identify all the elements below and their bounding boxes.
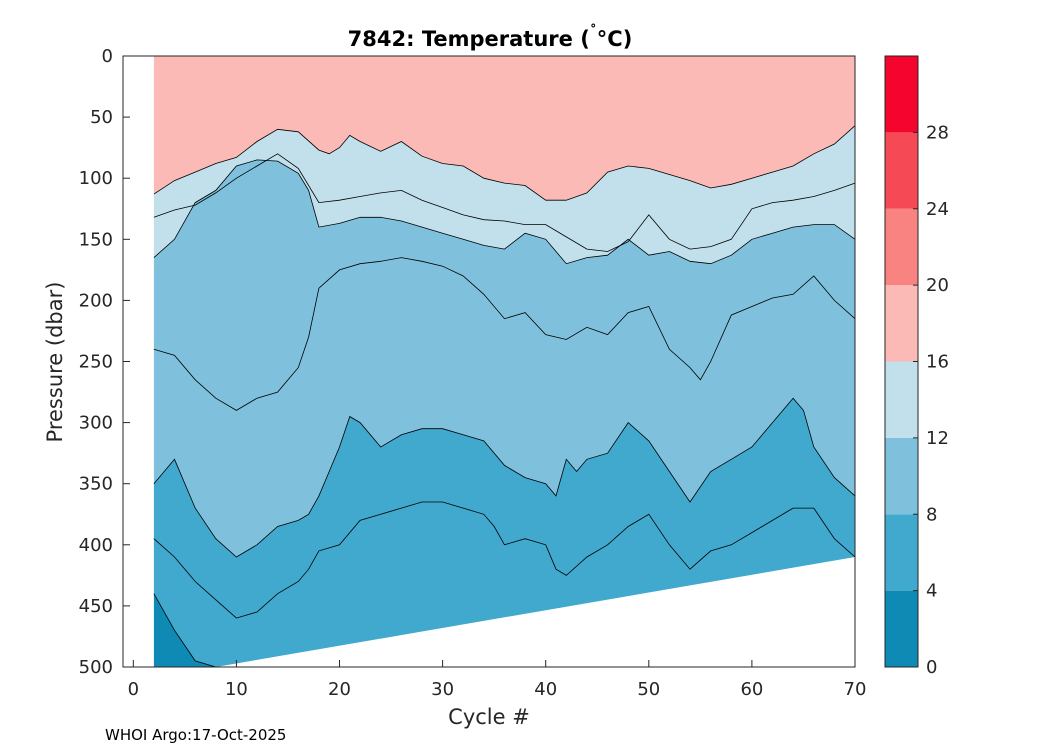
x-tick-label: 60 — [740, 679, 763, 700]
chart-title-unit: °C) — [597, 27, 633, 51]
y-tick-label: 200 — [79, 290, 113, 311]
temperature-band — [153, 257, 855, 557]
colorbar-tick-label: 16 — [926, 352, 949, 373]
chart-title: 7842: Temperature (˚°C) — [348, 23, 633, 51]
plot-area — [122, 55, 856, 668]
x-tick-label: 0 — [128, 679, 139, 700]
y-tick-label: 0 — [102, 46, 113, 67]
temperature-band — [153, 153, 855, 264]
isotherm-6 — [153, 501, 856, 619]
y-axis-label: Pressure (dbar) — [43, 282, 67, 443]
temperature-band — [153, 56, 855, 201]
x-tick-label: 70 — [844, 679, 867, 700]
colorbar-tick-label: 8 — [926, 504, 937, 525]
x-axis-label: Cycle # — [448, 705, 530, 729]
isotherm-12 — [153, 159, 856, 265]
y-tick-label: 250 — [79, 352, 113, 373]
y-tick-label: 150 — [79, 229, 113, 250]
x-tick-label: 20 — [328, 679, 351, 700]
colorbar-tick-label: 0 — [926, 657, 937, 678]
colorbar-swatch — [885, 514, 918, 591]
colorbar: 0 4 8 12 16 20 24 28 — [884, 55, 949, 678]
y-axis: 0 50 100 150 200 250 300 350 400 450 500 — [79, 46, 130, 678]
isotherm-14 — [153, 153, 856, 252]
colorbar-swatch — [885, 56, 918, 133]
colorbar-swatch — [885, 361, 918, 438]
y-tick-label: 450 — [79, 596, 113, 617]
colorbar-tick-label: 28 — [926, 122, 949, 143]
contour-lines — [153, 125, 856, 668]
y-tick-label: 400 — [79, 535, 113, 556]
temperature-band — [153, 159, 855, 411]
temperature-band — [153, 125, 855, 252]
x-tick-label: 40 — [534, 679, 557, 700]
colorbar-tick-label: 20 — [926, 275, 949, 296]
colorbar-swatch — [885, 590, 918, 667]
x-tick-label: 10 — [225, 679, 248, 700]
footer-credit: WHOI Argo:17-Oct-2025 — [105, 726, 286, 744]
isotherm-16 — [153, 125, 856, 201]
title-degree-mark: ˚ — [590, 23, 597, 40]
temperature-fills — [153, 56, 855, 667]
colorbar-tick-label: 24 — [926, 199, 949, 220]
temperature-band — [153, 398, 855, 619]
colorbar-swatch — [885, 285, 918, 362]
temperature-band — [153, 502, 855, 667]
colorbar-swatch — [885, 437, 918, 515]
x-tick-label: 30 — [431, 679, 454, 700]
isotherm-10 — [153, 257, 856, 411]
chart-title-text: 7842: Temperature ( — [348, 27, 590, 51]
y-tick-label: 500 — [79, 657, 113, 678]
y-tick-label: 50 — [90, 107, 113, 128]
isotherm-8 — [153, 397, 856, 558]
colorbar-swatch — [885, 208, 918, 286]
y-tick-label: 350 — [79, 474, 113, 495]
colorbar-tick-label: 12 — [926, 428, 949, 449]
colorbar-tick-label: 4 — [926, 581, 937, 602]
isotherm-4 — [153, 593, 216, 668]
colorbar-swatch — [885, 132, 918, 209]
y-tick-label: 300 — [79, 413, 113, 434]
y-tick-label: 100 — [79, 168, 113, 189]
x-tick-label: 50 — [637, 679, 660, 700]
x-axis: 0 10 20 30 40 50 60 70 — [128, 660, 867, 700]
